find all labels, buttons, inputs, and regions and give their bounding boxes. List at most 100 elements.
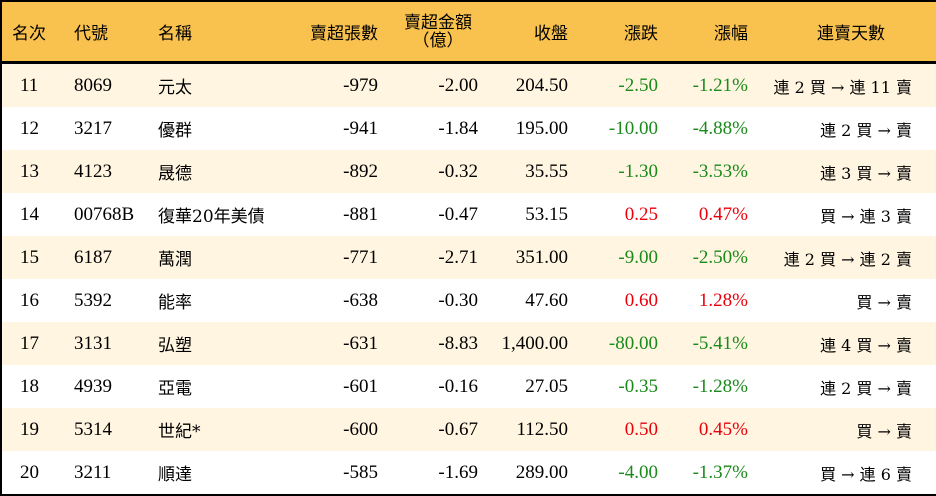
col-header-net-sell-lots: 賣超張數 — [310, 24, 378, 44]
table-row: 14 00768B 復華20年美債 -881 -0.47 53.15 0.25 … — [2, 193, 936, 236]
cell-name: 復華20年美債 — [158, 207, 265, 227]
cell-name: 弘塑 — [158, 336, 192, 356]
col-header-net-sell-amount-label: 賣超金額 — [404, 12, 472, 33]
cell-streak: 連 2 買 → 賣 — [820, 378, 912, 398]
cell-rank: 14 — [20, 203, 39, 225]
cell-change-pct: 0.47% — [698, 203, 748, 225]
table-row: 19 5314 世紀* -600 -0.67 112.50 0.50 0.45%… — [2, 408, 936, 451]
cell-streak: 連 4 買 → 賣 — [820, 335, 912, 355]
cell-rank: 15 — [20, 246, 39, 268]
cell-code: 5314 — [74, 418, 112, 440]
cell-net-sell-amount: -1.84 — [438, 117, 478, 139]
cell-net-sell-lots: -941 — [343, 117, 378, 139]
table-body: 11 8069 元太 -979 -2.00 204.50 -2.50 -1.21… — [2, 64, 936, 494]
col-header-code: 代號 — [74, 24, 108, 44]
cell-name: 優群 — [158, 121, 192, 141]
cell-net-sell-amount: -2.71 — [438, 246, 478, 268]
cell-net-sell-amount: -8.83 — [438, 332, 478, 354]
cell-close: 35.55 — [525, 160, 568, 182]
cell-streak: 買 → 連 3 賣 — [820, 206, 912, 226]
cell-code: 3131 — [74, 332, 112, 354]
cell-change: -2.50 — [618, 74, 658, 96]
table-row: 11 8069 元太 -979 -2.00 204.50 -2.50 -1.21… — [2, 64, 936, 107]
cell-net-sell-lots: -979 — [343, 74, 378, 96]
cell-name: 亞電 — [158, 379, 192, 399]
cell-rank: 16 — [20, 289, 39, 311]
cell-streak: 連 2 買 → 連 2 賣 — [783, 249, 912, 269]
table-header: 名次 代號 名稱 賣超張數 賣超金額 （億） 收盤 漲跌 漲幅 連賣天數 — [2, 2, 936, 64]
cell-streak: 買 → 賣 — [856, 421, 912, 441]
cell-change-pct: 0.45% — [698, 418, 748, 440]
cell-net-sell-lots: -892 — [343, 160, 378, 182]
cell-net-sell-amount: -0.32 — [438, 160, 478, 182]
cell-code: 3211 — [74, 461, 112, 483]
cell-change: -10.00 — [608, 117, 658, 139]
cell-close: 204.50 — [515, 74, 568, 96]
cell-change: 0.50 — [624, 418, 658, 440]
cell-net-sell-lots: -585 — [343, 461, 378, 483]
cell-net-sell-lots: -881 — [343, 203, 378, 225]
table-row: 20 3211 順達 -585 -1.69 289.00 -4.00 -1.37… — [2, 451, 936, 494]
cell-change-pct: -1.37% — [692, 461, 748, 483]
col-header-name: 名稱 — [158, 24, 192, 44]
col-header-change-pct: 漲幅 — [714, 24, 748, 44]
cell-rank: 20 — [20, 461, 39, 483]
cell-net-sell-lots: -638 — [343, 289, 378, 311]
table-row: 17 3131 弘塑 -631 -8.83 1,400.00 -80.00 -5… — [2, 322, 936, 365]
cell-code: 00768B — [74, 203, 135, 225]
cell-change: -1.30 — [618, 160, 658, 182]
cell-change-pct: -1.21% — [692, 74, 748, 96]
col-header-rank: 名次 — [12, 24, 46, 44]
cell-streak: 連 2 買 → 連 11 賣 — [773, 77, 912, 97]
cell-name: 萬潤 — [158, 250, 192, 270]
col-header-net-sell-amount: 賣超金額 （億） — [378, 14, 478, 50]
cell-rank: 19 — [20, 418, 39, 440]
table-row: 15 6187 萬潤 -771 -2.71 351.00 -9.00 -2.50… — [2, 236, 936, 279]
cell-close: 195.00 — [515, 117, 568, 139]
cell-net-sell-lots: -771 — [343, 246, 378, 268]
cell-net-sell-amount: -2.00 — [438, 74, 478, 96]
cell-streak: 買 → 賣 — [856, 292, 912, 312]
cell-rank: 18 — [20, 375, 39, 397]
cell-close: 1,400.00 — [501, 332, 569, 354]
cell-change-pct: -4.88% — [692, 117, 748, 139]
cell-name: 世紀* — [158, 422, 201, 442]
cell-rank: 13 — [20, 160, 39, 182]
table-row: 13 4123 晟德 -892 -0.32 35.55 -1.30 -3.53%… — [2, 150, 936, 193]
cell-close: 27.05 — [525, 375, 568, 397]
cell-change-pct: -3.53% — [692, 160, 748, 182]
cell-name: 能率 — [158, 293, 192, 313]
col-header-close: 收盤 — [534, 24, 568, 44]
cell-streak: 買 → 連 6 賣 — [820, 464, 912, 484]
cell-change: -0.35 — [618, 375, 658, 397]
cell-net-sell-amount: -0.30 — [438, 289, 478, 311]
cell-net-sell-amount: -1.69 — [438, 461, 478, 483]
cell-net-sell-amount: -0.47 — [438, 203, 478, 225]
cell-change-pct: -1.28% — [692, 375, 748, 397]
cell-code: 4123 — [74, 160, 112, 182]
cell-code: 6187 — [74, 246, 112, 268]
cell-net-sell-amount: -0.67 — [438, 418, 478, 440]
cell-streak: 連 2 買 → 賣 — [820, 120, 912, 140]
col-header-streak: 連賣天數 — [817, 24, 885, 44]
cell-net-sell-lots: -600 — [343, 418, 378, 440]
cell-close: 289.00 — [515, 461, 568, 483]
cell-code: 5392 — [74, 289, 112, 311]
cell-streak: 連 3 買 → 賣 — [820, 163, 912, 183]
cell-rank: 12 — [20, 117, 39, 139]
cell-rank: 17 — [20, 332, 39, 354]
cell-change-pct: 1.28% — [698, 289, 748, 311]
cell-net-sell-lots: -601 — [343, 375, 378, 397]
cell-name: 順達 — [158, 465, 192, 485]
cell-change-pct: -2.50% — [692, 246, 748, 268]
cell-close: 47.60 — [525, 289, 568, 311]
cell-close: 112.50 — [516, 418, 568, 440]
cell-close: 351.00 — [515, 246, 568, 268]
cell-code: 8069 — [74, 74, 112, 96]
cell-net-sell-lots: -631 — [343, 332, 378, 354]
cell-change: -4.00 — [618, 461, 658, 483]
table-row: 18 4939 亞電 -601 -0.16 27.05 -0.35 -1.28%… — [2, 365, 936, 408]
cell-change: 0.25 — [624, 203, 658, 225]
cell-name: 元太 — [158, 78, 192, 98]
